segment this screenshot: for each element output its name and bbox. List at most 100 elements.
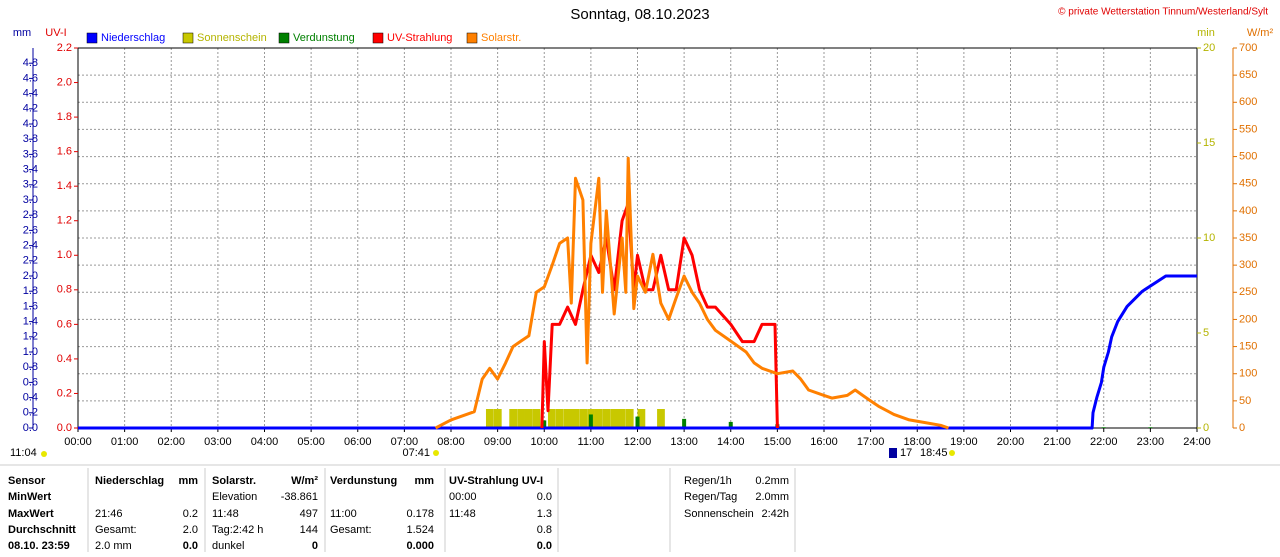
- table-cell: -38.861: [281, 491, 318, 503]
- bar: [555, 409, 564, 428]
- table-cell: 08.10. 23:59: [8, 540, 70, 552]
- y4-tick-label: 450: [1239, 178, 1257, 190]
- x-tick-label: 19:00: [950, 436, 978, 448]
- table-cell: UV-Strahlung UV-I: [449, 475, 543, 487]
- bar: [637, 409, 646, 428]
- y2-tick-label: 0.8: [57, 284, 72, 296]
- table-cell: MaxWert: [8, 508, 54, 520]
- y4-tick-label: 650: [1239, 69, 1257, 81]
- x-tick-label: 01:00: [111, 436, 139, 448]
- bar: [517, 409, 525, 428]
- table-cell: MinWert: [8, 491, 52, 503]
- bar: [657, 409, 665, 428]
- x-tick-label: 15:00: [764, 436, 792, 448]
- bar: [635, 416, 640, 428]
- table-cell: mm: [414, 475, 434, 487]
- legend-swatch: [372, 32, 384, 44]
- legend-swatch: [278, 32, 290, 44]
- x-tick-label: 11:00: [578, 436, 605, 448]
- table-cell: 11:00: [330, 508, 357, 520]
- x-tick-label: 08:00: [437, 436, 465, 448]
- table-cell: 1.524: [406, 524, 434, 536]
- x-tick-label: 05:00: [297, 436, 325, 448]
- table-cell: Gesamt:: [330, 524, 372, 536]
- table-cell: Regen/1h: [684, 475, 732, 487]
- y3-axis-label: min: [1197, 27, 1215, 39]
- bar: [571, 409, 580, 428]
- x-tick-label: 17:00: [857, 436, 885, 448]
- y2-tick-label: 1.0: [57, 249, 72, 261]
- bar: [1148, 427, 1153, 428]
- x-tick-label: 14:00: [717, 436, 745, 448]
- y2-tick-label: 2.2: [57, 42, 72, 54]
- legend-swatch: [86, 32, 98, 44]
- table-cell: 0.000: [406, 540, 434, 552]
- y4-tick-label: 0: [1239, 422, 1245, 434]
- bar: [594, 409, 603, 428]
- y3-tick-label: 20: [1203, 42, 1215, 54]
- marker-label: 17: [900, 447, 912, 459]
- legend-label: Niederschlag: [101, 32, 165, 44]
- table-cell: Durchschnitt: [8, 524, 76, 536]
- x-tick-label: 03:00: [204, 436, 232, 448]
- bar: [602, 409, 611, 428]
- table-cell: Regen/Tag: [684, 491, 737, 503]
- table-cell: 2.0mm: [755, 491, 789, 503]
- y-axis-label: mm: [13, 27, 31, 39]
- bar: [485, 409, 494, 428]
- sun-dot: [949, 450, 955, 456]
- x-tick-label: 22:00: [1090, 436, 1118, 448]
- y4-tick-label: 150: [1239, 340, 1257, 352]
- x-tick-label: 10:00: [530, 436, 558, 448]
- sunrise-label: 07:41: [402, 447, 430, 459]
- table-cell: Tag:2:42 h: [212, 524, 263, 536]
- table-cell: 00:00: [449, 491, 477, 503]
- y2-tick-label: 2.0: [57, 76, 72, 88]
- x-tick-label: 12:00: [624, 436, 652, 448]
- table-cell: 0: [312, 540, 318, 552]
- y2-axis-label: UV-I: [45, 27, 66, 39]
- x-tick-label: 23:00: [1137, 436, 1165, 448]
- y4-tick-label: 600: [1239, 96, 1257, 108]
- legend-swatch: [466, 32, 478, 44]
- sunset-label: 18:45: [920, 447, 948, 459]
- y4-tick-label: 350: [1239, 232, 1257, 244]
- y4-tick-label: 700: [1239, 42, 1257, 54]
- y2-tick-label: 1.2: [57, 215, 72, 227]
- x-tick-label: 24:00: [1183, 436, 1211, 448]
- x-tick-label: 06:00: [344, 436, 372, 448]
- y4-axis-label: W/m²: [1247, 27, 1274, 39]
- table-cell: 144: [300, 524, 318, 536]
- bar: [610, 409, 619, 428]
- bar: [1101, 427, 1106, 428]
- line: [540, 202, 779, 429]
- y4-tick-label: 250: [1239, 286, 1257, 298]
- marker: [889, 448, 897, 458]
- x-tick-label: 13:00: [670, 436, 698, 448]
- table-cell: 11:48: [212, 508, 239, 520]
- table-cell: 0.2: [183, 508, 198, 520]
- bar: [588, 414, 593, 428]
- bar: [542, 420, 547, 428]
- legend-label: UV-Strahlung: [387, 32, 452, 44]
- table-cell: Solarstr.: [212, 475, 256, 487]
- y2-tick-label: 0.4: [57, 353, 72, 365]
- x-tick-label: 16:00: [810, 436, 838, 448]
- x-tick-label: 21:00: [1043, 436, 1071, 448]
- table-cell: 2.0 mm: [95, 540, 132, 552]
- y4-tick-label: 400: [1239, 205, 1257, 217]
- y3-tick-label: 0: [1203, 422, 1209, 434]
- y2-tick-label: 1.6: [57, 146, 72, 158]
- table-cell: 0.2mm: [755, 475, 789, 487]
- y4-tick-label: 200: [1239, 313, 1257, 325]
- bar: [563, 409, 572, 428]
- table-cell: Verdunstung: [330, 475, 397, 487]
- chart-title: Sonntag, 08.10.2023: [570, 6, 709, 23]
- bar: [532, 409, 541, 428]
- y2-tick-label: 0.6: [57, 318, 72, 330]
- y3-tick-label: 10: [1203, 232, 1215, 244]
- line: [78, 274, 1197, 430]
- x-tick-label: 20:00: [997, 436, 1025, 448]
